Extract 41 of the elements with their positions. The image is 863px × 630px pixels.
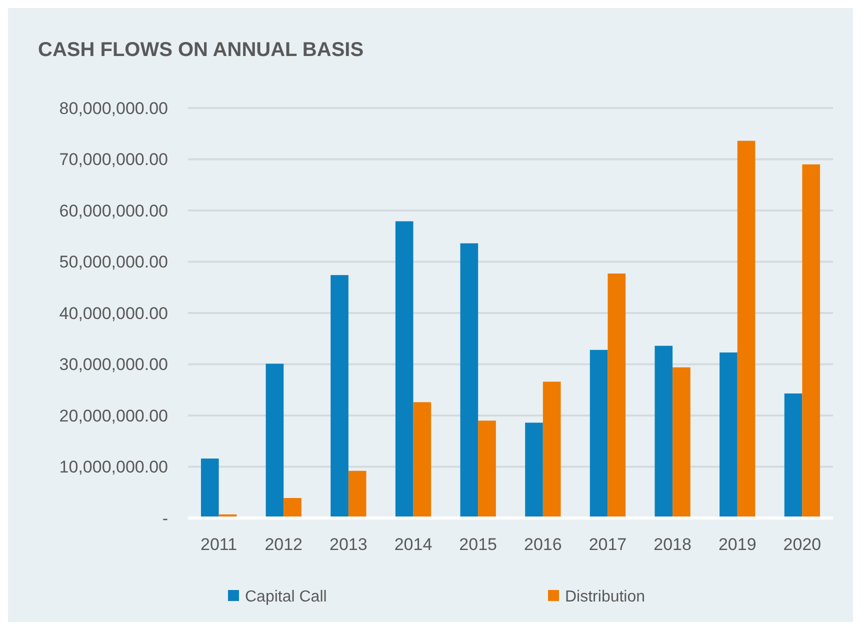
x-tick-label: 2015 bbox=[459, 535, 497, 554]
bar bbox=[542, 382, 561, 518]
bar bbox=[460, 243, 478, 518]
y-tick-label: 10,000,000.00 bbox=[59, 458, 168, 477]
bar bbox=[737, 140, 756, 518]
chart-title: CASH FLOWS ON ANNUAL BASIS bbox=[38, 39, 364, 61]
bar bbox=[284, 498, 302, 518]
y-tick-label: 20,000,000.00 bbox=[59, 406, 168, 426]
bar bbox=[266, 364, 284, 518]
x-tick-label: 2013 bbox=[330, 535, 368, 554]
bar bbox=[784, 393, 802, 518]
legend-label: Distribution bbox=[565, 588, 646, 606]
bar bbox=[720, 352, 738, 518]
y-tick-label: - bbox=[162, 508, 168, 528]
x-tick-label: 2012 bbox=[264, 535, 303, 554]
y-tick-label: 80,000,000.00 bbox=[59, 98, 168, 118]
x-tick-label: 2011 bbox=[200, 535, 238, 554]
y-tick-label: 40,000,000.00 bbox=[59, 304, 168, 323]
y-tick-label: 60,000,000.00 bbox=[59, 201, 168, 220]
x-tick-label: 2020 bbox=[783, 535, 822, 554]
bar bbox=[413, 402, 432, 518]
y-tick-label: 50,000,000.00 bbox=[59, 252, 168, 272]
bar bbox=[802, 164, 820, 518]
bar bbox=[395, 221, 414, 518]
bar bbox=[608, 274, 626, 518]
x-tick-label: 2019 bbox=[718, 535, 756, 554]
x-tick-label: 2017 bbox=[588, 535, 627, 554]
bar bbox=[330, 275, 348, 518]
y-tick-label: 70,000,000.00 bbox=[59, 150, 168, 170]
x-tick-label: 2018 bbox=[654, 535, 692, 554]
bar bbox=[200, 458, 219, 518]
bar bbox=[525, 422, 543, 518]
y-tick-label: 30,000,000.00 bbox=[59, 355, 168, 374]
bar bbox=[654, 346, 673, 518]
x-tick-label: 2016 bbox=[524, 535, 562, 554]
bar bbox=[590, 350, 608, 518]
bar bbox=[672, 367, 690, 518]
bar bbox=[348, 470, 366, 518]
x-tick-label: 2014 bbox=[394, 535, 432, 554]
legend-label: Capital Call bbox=[245, 588, 327, 606]
bar bbox=[478, 420, 496, 518]
